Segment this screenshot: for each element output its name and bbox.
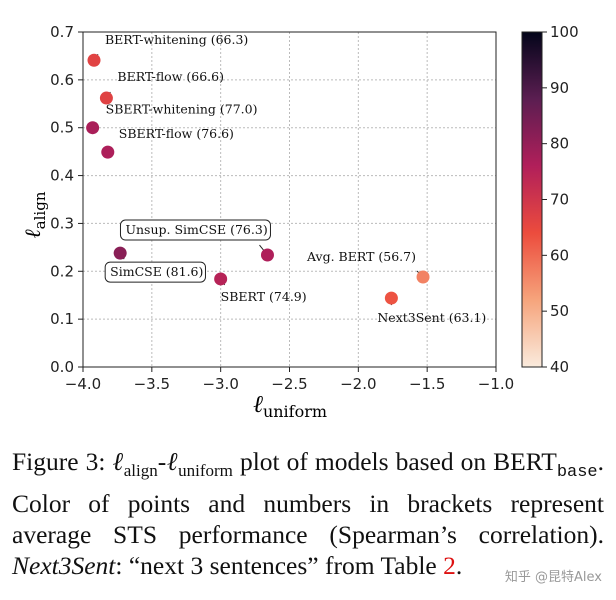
x-tick-label: −1.0 xyxy=(478,375,514,393)
watermark: 知乎 @昆特Alex xyxy=(504,570,602,585)
y-tick-label: 0.3 xyxy=(50,214,74,232)
y-tick-label: 0.4 xyxy=(50,167,74,185)
data-point xyxy=(214,272,228,286)
x-tick-label: −4.0 xyxy=(65,375,101,393)
plot-frame xyxy=(82,31,497,368)
point-label: SimCSE (81.6) xyxy=(110,264,203,279)
point-label: Avg. BERT (56.7) xyxy=(306,249,416,264)
data-point xyxy=(260,248,274,262)
y-tick-label: 0.0 xyxy=(50,358,74,376)
y-axis-label: ℓalign xyxy=(21,191,49,238)
point-label: BERT-whitening (66.3) xyxy=(105,32,248,47)
colorbar-tick-label: 50 xyxy=(550,302,569,320)
x-tick-label: −3.0 xyxy=(202,375,238,393)
x-tick-label: −1.5 xyxy=(409,375,445,393)
colorbar-tick-label: 100 xyxy=(550,23,579,41)
x-tick-label: −3.5 xyxy=(134,375,170,393)
y-tick-label: 0.6 xyxy=(50,71,74,89)
colorbar-tick-label: 80 xyxy=(550,135,569,153)
colorbar-tick-label: 90 xyxy=(550,79,569,97)
point-label: Next3Sent (63.1) xyxy=(377,310,486,325)
data-point xyxy=(384,291,398,305)
y-tick-label: 0.7 xyxy=(50,23,74,41)
data-point xyxy=(113,246,127,260)
point-label: BERT-flow (66.6) xyxy=(117,69,224,84)
y-tick-label: 0.5 xyxy=(50,119,74,137)
colorbar-tick-label: 70 xyxy=(550,191,569,209)
y-tick-label: 0.1 xyxy=(50,310,74,328)
colorbar-tick-label: 60 xyxy=(550,246,569,264)
figure-caption: Figure 3: ℓalign-ℓuniform plot of models… xyxy=(12,447,604,581)
point-label: SBERT-whitening (77.0) xyxy=(106,102,258,117)
label-box xyxy=(119,219,271,241)
scatter-chart: −4.0 −3.5 −3.0 −2.5 −2.0 −1.5 −1.0 0.0 0.1 0.2 0.3… xyxy=(21,23,579,421)
y-tick-label: 0.2 xyxy=(50,262,74,280)
x-tick-label: −2.5 xyxy=(271,375,307,393)
colorbar xyxy=(521,31,543,368)
x-tick-label: −2.0 xyxy=(340,375,376,393)
data-point xyxy=(99,91,113,105)
point-label: SBERT-flow (76.6) xyxy=(119,126,234,141)
data-point xyxy=(87,53,101,67)
data-point xyxy=(416,270,430,284)
point-label: Unsup. SimCSE (76.3) xyxy=(125,222,267,237)
x-axis-label: ℓuniform xyxy=(253,390,327,421)
point-label: SBERT (74.9) xyxy=(221,289,307,304)
data-point xyxy=(86,121,100,135)
label-box xyxy=(104,261,206,283)
data-point xyxy=(101,145,115,159)
colorbar-tick-label: 40 xyxy=(550,358,569,376)
